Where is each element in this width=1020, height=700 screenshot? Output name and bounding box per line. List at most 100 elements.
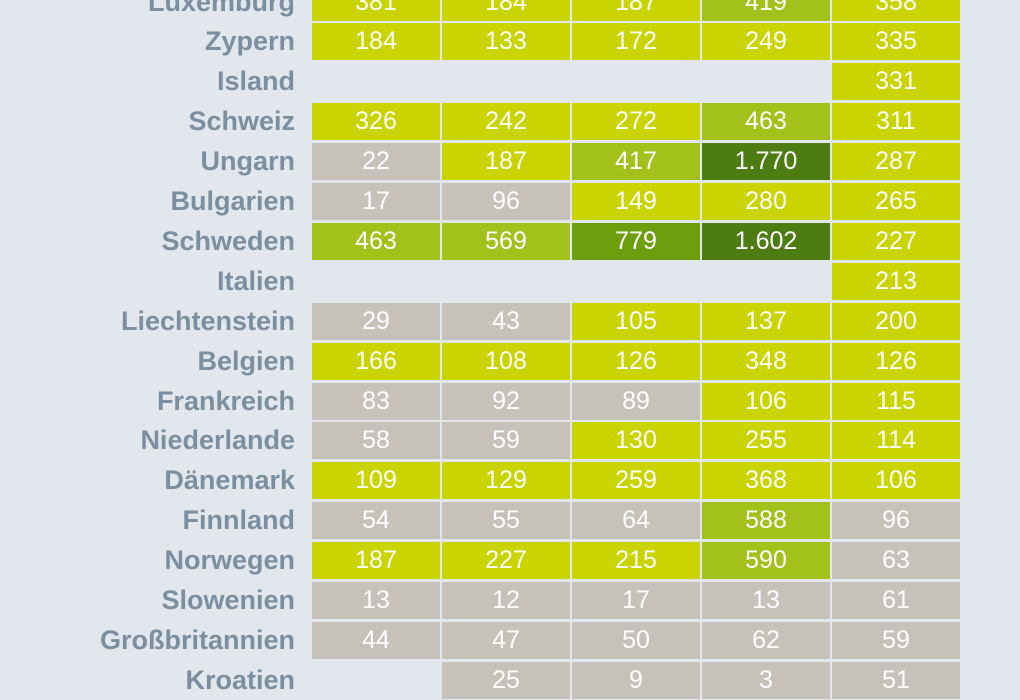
cell: 105 [572, 302, 700, 340]
cell: 569 [442, 222, 570, 260]
cell: 149 [572, 183, 700, 220]
cell: 47 [442, 621, 570, 659]
cell: 463 [312, 222, 440, 260]
cell: 166 [312, 342, 440, 380]
cell: 381 [312, 0, 440, 21]
cell: 326 [312, 103, 440, 141]
cell: 417 [572, 143, 700, 181]
cell: 187 [442, 143, 570, 181]
cell: 106 [832, 462, 960, 500]
cell: 29 [312, 302, 440, 340]
cell: 108 [442, 342, 570, 380]
cell: 215 [572, 542, 700, 580]
row-label: Finnland [182, 505, 295, 536]
cell: 227 [442, 542, 570, 580]
row-label: Schweiz [188, 106, 295, 137]
row-label: Liechtenstein [120, 305, 295, 336]
row-label: Italien [216, 265, 295, 296]
cell: 89 [572, 382, 700, 420]
cell: 9 [572, 661, 700, 699]
cell: 172 [572, 23, 700, 61]
cell: 106 [702, 382, 830, 420]
cell: 311 [832, 103, 960, 141]
cell: 227 [832, 222, 960, 260]
row-label: Ungarn [200, 146, 296, 177]
cell: 130 [572, 422, 700, 460]
cell: 54 [312, 502, 440, 540]
cell: 22 [312, 143, 440, 181]
row-label: Schweden [161, 225, 295, 256]
cell: 59 [832, 621, 960, 659]
cell: 25 [442, 661, 570, 699]
cell: 348 [702, 342, 830, 380]
cell: 3 [702, 661, 830, 699]
cell: 92 [442, 382, 570, 420]
cell: 200 [832, 302, 960, 340]
row-label: Belgien [197, 345, 295, 376]
cell: 419 [702, 0, 830, 21]
cell: 259 [572, 462, 700, 500]
row-label: Niederlande [140, 425, 295, 456]
cell: 13 [702, 582, 830, 619]
cell: 64 [572, 502, 700, 540]
row-label: Bulgarien [170, 186, 295, 216]
cell: 17 [312, 183, 440, 220]
row-label: Großbritannien [100, 624, 295, 655]
cell: 61 [832, 582, 960, 619]
cell: 129 [442, 462, 570, 500]
cell: 115 [832, 382, 960, 420]
cell: 59 [442, 422, 570, 460]
cell: 184 [442, 0, 570, 21]
cell: 331 [832, 63, 960, 101]
cell: 187 [312, 542, 440, 580]
row-label: Island [216, 66, 295, 97]
cell: 1.602 [702, 222, 830, 260]
cell: 368 [702, 462, 830, 500]
row-label: Slowenien [161, 585, 295, 615]
cell: 187 [572, 0, 700, 21]
cell: 255 [702, 422, 830, 460]
row-label: Luxemburg [147, 0, 295, 17]
cell: 213 [832, 262, 960, 300]
row-label: Frankreich [156, 385, 295, 416]
cell: 109 [312, 462, 440, 500]
row-label: Kroatien [185, 664, 295, 695]
cell: 335 [832, 23, 960, 61]
cell: 1.770 [702, 143, 830, 181]
cell: 63 [832, 542, 960, 580]
cell: 44 [312, 621, 440, 659]
cell: 55 [442, 502, 570, 540]
cell: 83 [312, 382, 440, 420]
cell: 137 [702, 302, 830, 340]
cell: 96 [442, 183, 570, 220]
cell: 242 [442, 103, 570, 141]
cell: 13 [312, 582, 440, 619]
cell: 43 [442, 302, 570, 340]
cell: 265 [832, 183, 960, 220]
cell: 249 [702, 23, 830, 61]
row-label: Dänemark [164, 465, 295, 496]
cell: 96 [832, 502, 960, 540]
cell: 184 [312, 23, 440, 61]
cell: 50 [572, 621, 700, 659]
row-label: Norwegen [164, 545, 295, 576]
cell: 590 [702, 542, 830, 580]
cell: 12 [442, 582, 570, 619]
cell: 51 [832, 661, 960, 699]
cell: 287 [832, 143, 960, 181]
cell: 58 [312, 422, 440, 460]
cell: 133 [442, 23, 570, 61]
cell: 588 [702, 502, 830, 540]
cell: 126 [572, 342, 700, 380]
cell: 126 [832, 342, 960, 380]
cell: 114 [832, 422, 960, 460]
cell: 62 [702, 621, 830, 659]
cell: 779 [572, 222, 700, 260]
cell: 463 [702, 103, 830, 141]
row-label: Zypern [204, 26, 295, 57]
cell: 280 [702, 183, 830, 220]
cell: 272 [572, 103, 700, 141]
cell: 17 [572, 582, 700, 619]
cell: 358 [832, 0, 960, 21]
